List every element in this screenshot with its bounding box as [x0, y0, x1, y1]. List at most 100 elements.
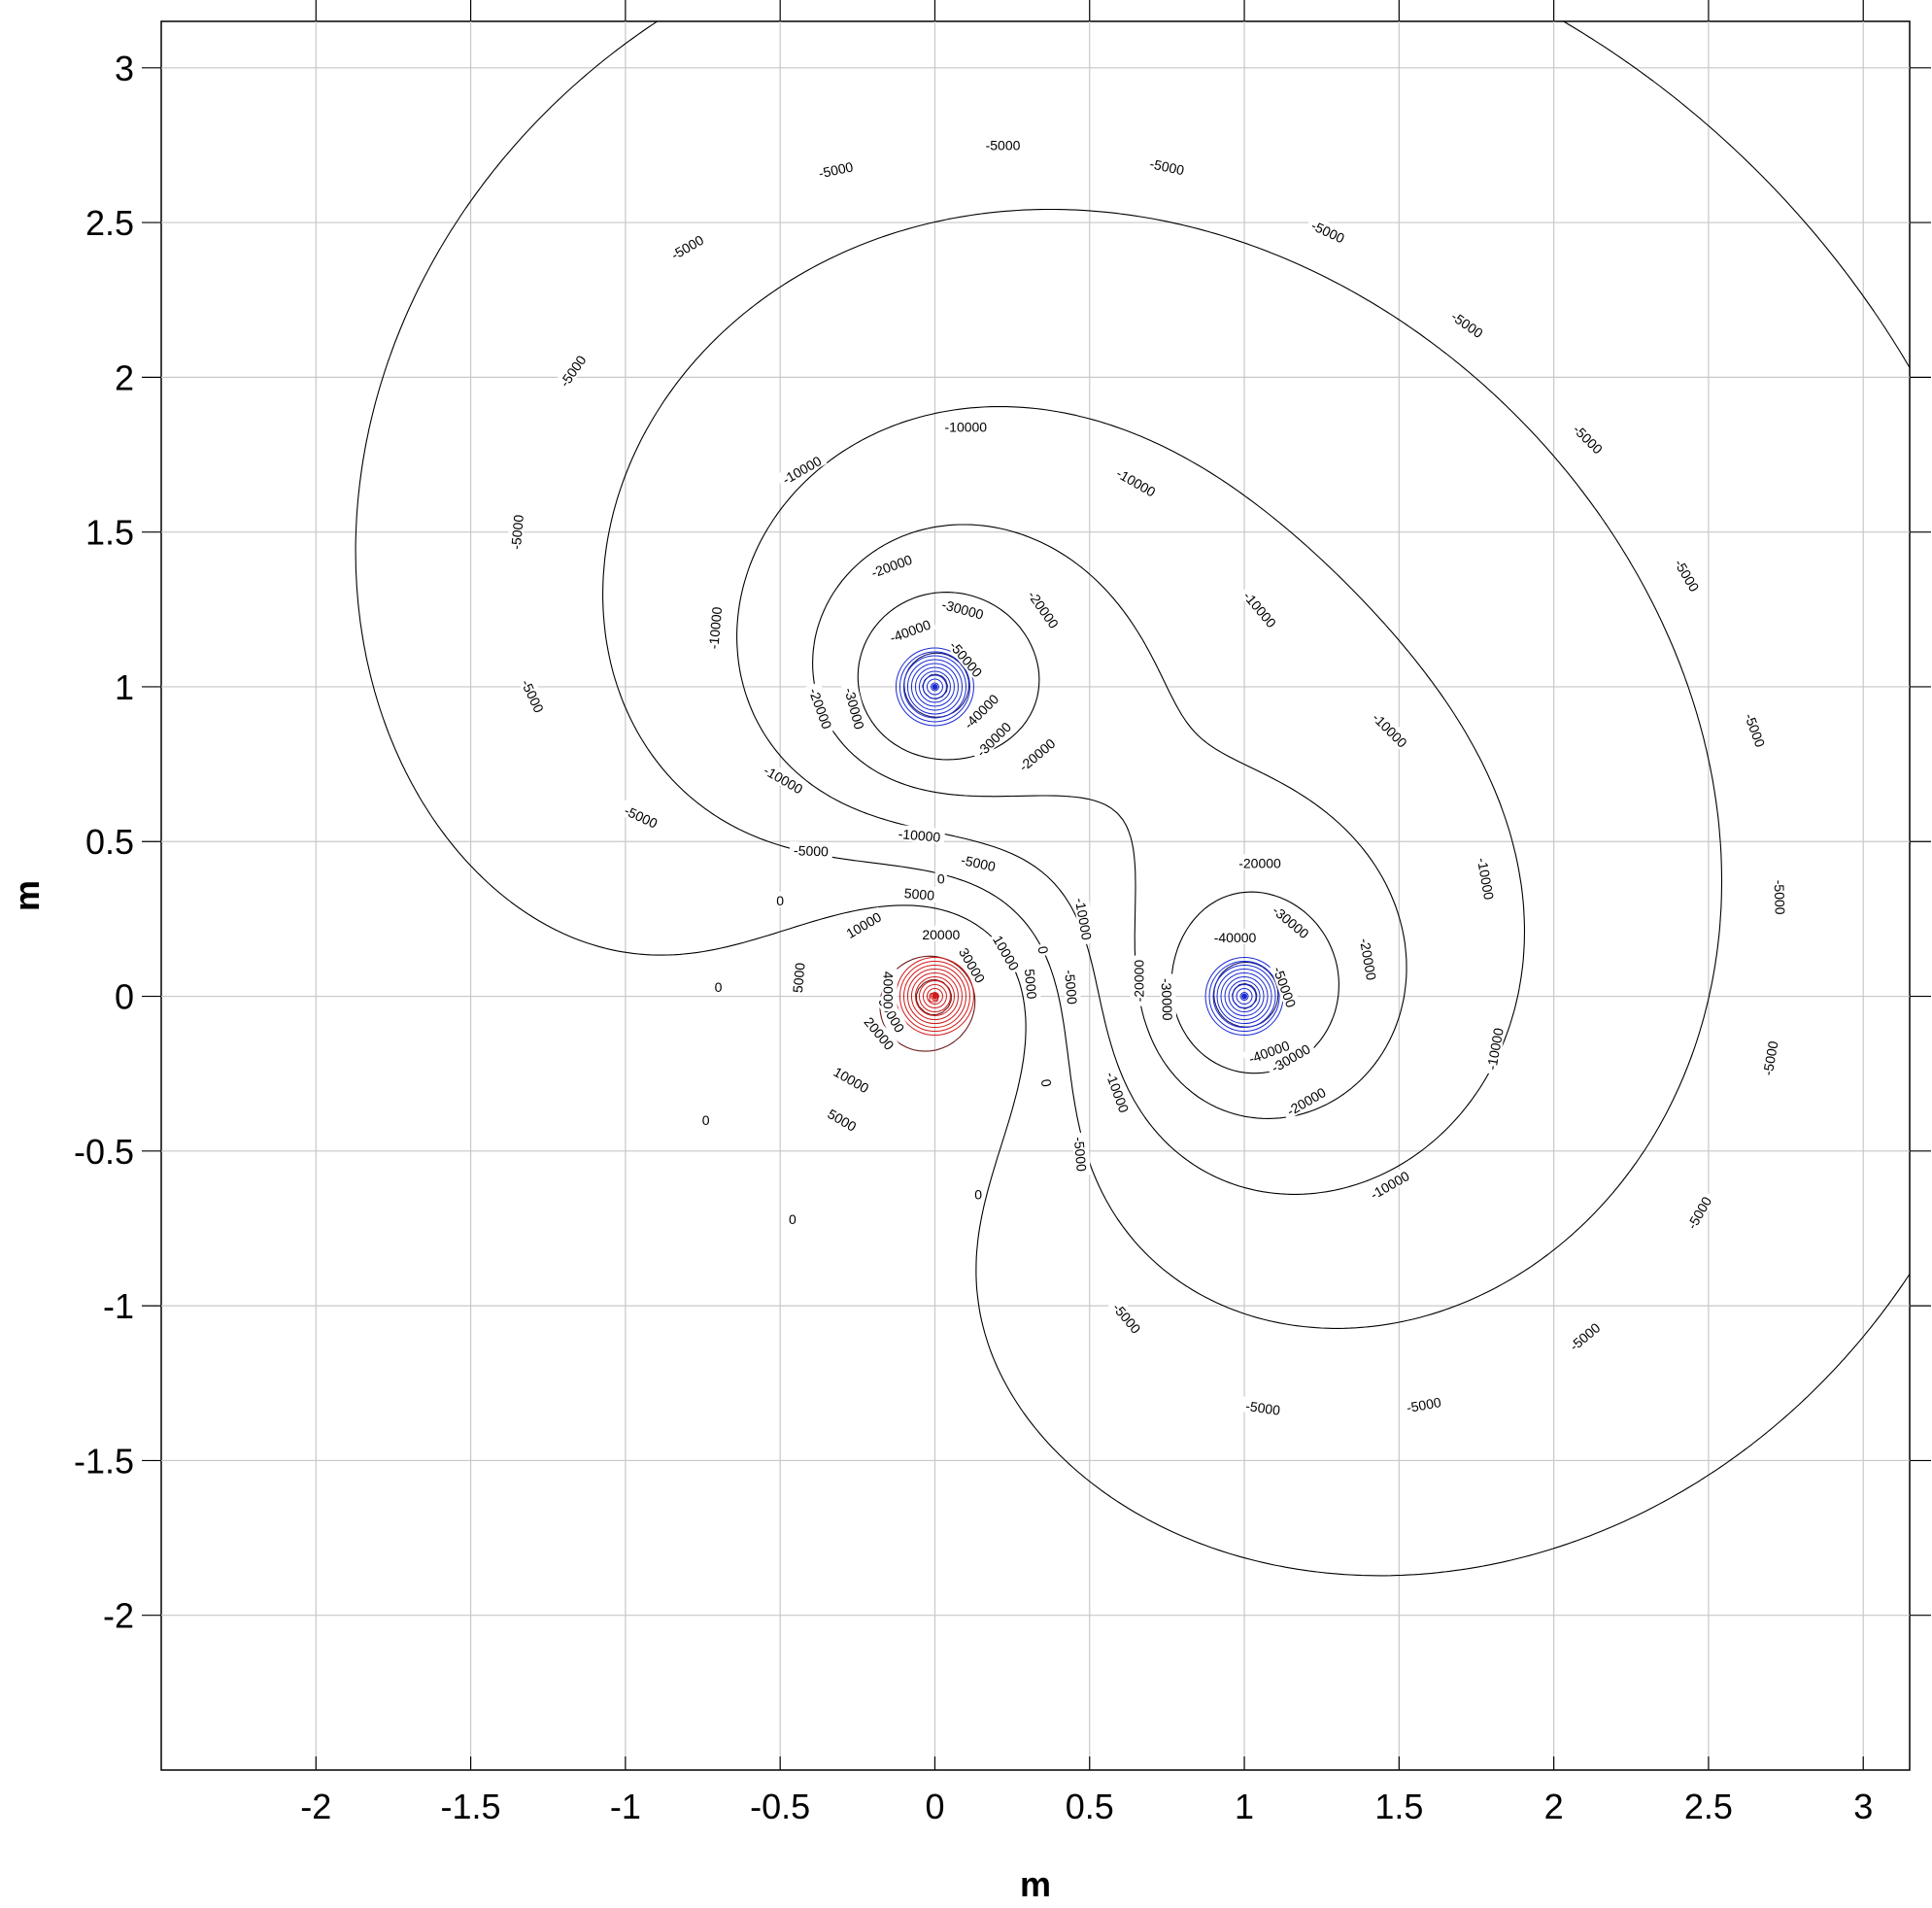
x-tick-label: 0.5: [1066, 1787, 1114, 1826]
contour-label-text: -10000: [945, 419, 988, 434]
source-ring: [914, 666, 955, 707]
contour-label-bg: [1305, 215, 1351, 248]
contour-label-bg: [840, 906, 886, 942]
contour-label-bg: [1240, 1396, 1286, 1418]
source-ring: [926, 988, 943, 1005]
contour-label-bg: [864, 549, 918, 582]
source-ring: [895, 647, 974, 727]
contour-label-bg: [506, 509, 526, 555]
contour-label-bg: [1741, 706, 1771, 753]
contour-label: -10000: [1072, 892, 1097, 945]
contour-label: 0: [1034, 942, 1053, 957]
source-ring: [902, 965, 966, 1029]
source-ring: [898, 651, 970, 723]
contour-label-bg: [517, 672, 550, 719]
contour-label-bg: [1062, 965, 1082, 1009]
contour-label-bg: [936, 594, 990, 623]
contour-label-bg: [775, 450, 828, 489]
y-tick-label: -0.5: [74, 1132, 134, 1172]
y-tick-label: -1.5: [74, 1441, 134, 1481]
source-ring: [922, 674, 947, 699]
contour-label: 0: [934, 869, 947, 887]
source-ring: [926, 678, 943, 696]
contour-label-bg: [664, 228, 710, 264]
contour-label-text: 40000: [881, 971, 897, 1009]
contour-label-bg: [944, 633, 989, 683]
contour-label: -10000: [940, 418, 992, 434]
x-tick-label: 2.5: [1684, 1787, 1733, 1826]
source-ring: [930, 992, 939, 1002]
contour-label: -5000: [1757, 1036, 1781, 1081]
contour-line-40000: [929, 992, 939, 1003]
contour-label-bg: [1102, 1065, 1135, 1119]
contour-label-bg: [1279, 1081, 1332, 1120]
contour-label: -5000: [1071, 1132, 1092, 1176]
contour-label-bg: [957, 687, 1004, 734]
contour-label-bg: [900, 883, 938, 903]
contour-label-bg: [786, 1210, 798, 1226]
contour-label-text: -5000: [960, 852, 998, 874]
y-tick-label: -2: [103, 1596, 134, 1636]
contour-label-text: 0: [715, 979, 723, 995]
contour-label-bg: [618, 800, 664, 833]
contour-label: 40000: [881, 969, 898, 1012]
source-ring: [898, 961, 970, 1033]
contour-label-bg: [860, 1011, 900, 1055]
contour-label-bg: [1107, 1296, 1148, 1340]
contour-label-text: 0: [702, 1112, 710, 1128]
contour-label-text: 0: [974, 1186, 982, 1202]
contour-label-bg: [699, 1111, 712, 1127]
y-tick-label: 3: [115, 49, 134, 88]
contour-label: -5000: [1772, 875, 1789, 919]
contour-label-text: -5000: [1244, 1398, 1281, 1418]
contour-label-bg: [934, 869, 947, 886]
contour-label-bg: [1481, 1022, 1507, 1075]
contour-label: -10000: [704, 601, 725, 654]
contour-label-bg: [553, 348, 592, 393]
contour-label: 5000: [1022, 966, 1041, 1003]
source-ring: [1216, 969, 1272, 1025]
contour-label-bg: [712, 978, 725, 994]
contour-label-text: -10000: [1072, 897, 1095, 941]
source-point: [1241, 993, 1248, 1000]
contour-label-bg: [1568, 418, 1610, 460]
axis-ticks: -2 -1.5 -1 -0.5 0 0.5 1 1.5 2 2.5 3 3 2.5 2 1.5 1 0.5 0 -0…: [74, 0, 1931, 1826]
contour-line-30000: [915, 979, 952, 1016]
contour-label-bg: [981, 136, 1025, 153]
source-ring: [1220, 972, 1269, 1021]
contour-label-text: -10000: [705, 606, 725, 650]
x-tick-label: -1: [610, 1787, 641, 1826]
contour-label: -5000: [981, 136, 1025, 153]
contour-label: 0: [774, 891, 787, 908]
contour-label: 5000: [788, 959, 808, 996]
source-ring: [906, 969, 963, 1025]
contour-label-bg: [1110, 461, 1163, 501]
source-ring: [1224, 976, 1265, 1017]
contour-label-bg: [1035, 942, 1053, 957]
contour-label-text: 5000: [903, 885, 935, 903]
contour-label-bg: [1237, 584, 1283, 633]
x-tick-label: 3: [1853, 1787, 1873, 1826]
x-tick-label: 0: [925, 1787, 944, 1826]
contour-label: 0: [786, 1210, 798, 1227]
contour-label-bg: [1401, 1392, 1446, 1415]
contour-label-text: -5000: [794, 842, 830, 859]
source-ring: [922, 984, 947, 1009]
contour-label-text: -10000: [898, 826, 941, 845]
contour-label-bg: [969, 715, 1017, 763]
source-point: [932, 993, 938, 1000]
contour-label-bg: [789, 841, 833, 859]
contour-label-bg: [919, 925, 963, 941]
contour-label-text: -10000: [1483, 1027, 1506, 1072]
y-tick-label: 0: [115, 977, 134, 1017]
contour-label-bg: [829, 1061, 874, 1097]
contour-label: -5000: [956, 850, 1001, 874]
contour-label-bg: [1159, 973, 1177, 1025]
source-point: [932, 683, 938, 690]
contour-label-bg: [813, 156, 859, 182]
contour-label: -5000: [813, 156, 859, 182]
source-ring: [910, 663, 959, 711]
contour-label-text: 0: [776, 893, 784, 908]
contour-label-text: 0: [789, 1211, 797, 1227]
